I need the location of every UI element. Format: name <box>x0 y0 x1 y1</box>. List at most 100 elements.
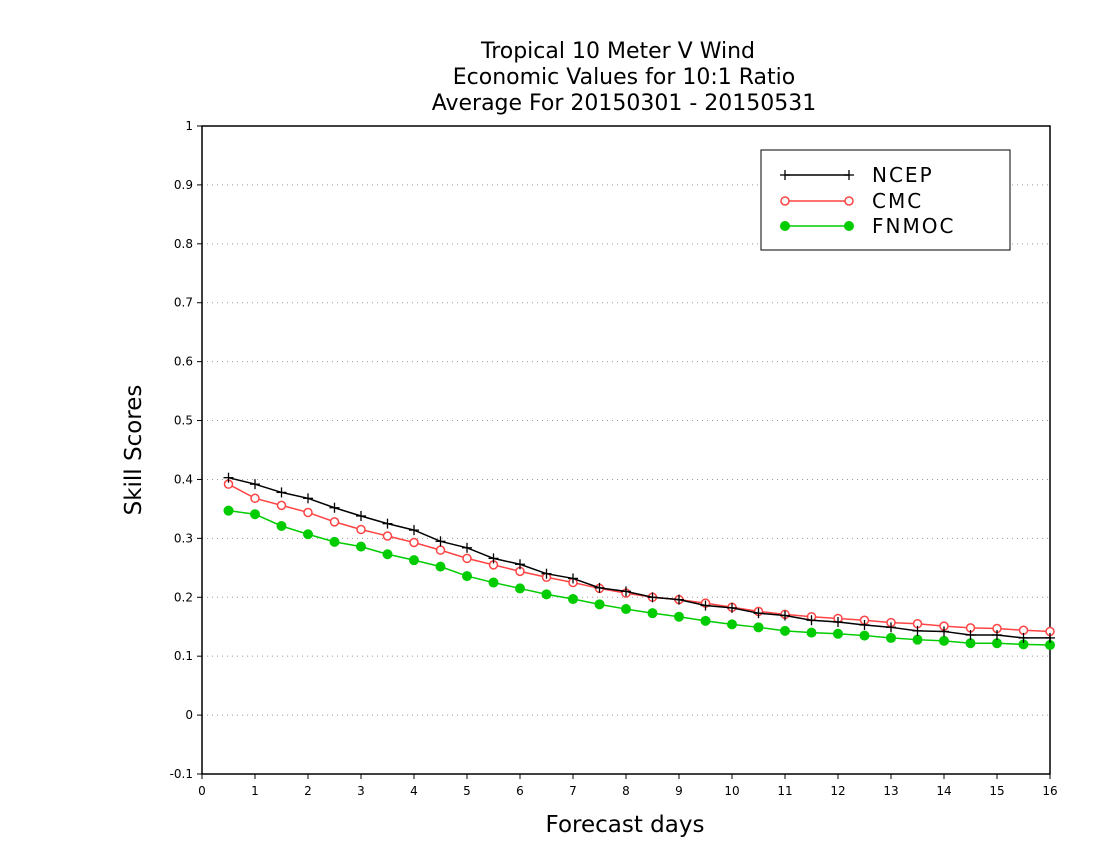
x-tick-label: 15 <box>989 784 1004 798</box>
y-tick-label: 0 <box>185 708 193 722</box>
data-point-fnmoc <box>488 577 499 588</box>
data-point-fnmoc <box>409 555 419 566</box>
data-point-ncep <box>276 487 287 498</box>
data-point-ncep <box>859 619 870 630</box>
legend-marker <box>780 196 790 206</box>
y-tick-label: 0.7 <box>174 296 193 310</box>
x-tick-label: 4 <box>410 784 418 798</box>
data-point-ncep <box>409 525 419 536</box>
data-point-ncep <box>780 610 790 621</box>
x-tick-label: 2 <box>304 784 312 798</box>
x-tick-label: 8 <box>622 784 630 798</box>
title-line-1: Tropical 10 Meter V Wind <box>480 39 755 64</box>
data-point-fnmoc <box>912 634 923 645</box>
data-point-cmc <box>276 500 287 511</box>
series-line-ncep <box>228 476 1050 639</box>
data-point-fnmoc <box>250 509 260 520</box>
y-axis-label: Skill Scores <box>121 385 147 516</box>
data-point-ncep <box>886 622 896 633</box>
x-tick-label: 9 <box>675 784 683 798</box>
data-point-cmc <box>409 537 419 548</box>
legend-marker <box>780 221 790 231</box>
data-point-cmc <box>303 507 313 518</box>
data-point-fnmoc <box>647 608 658 619</box>
data-point-ncep <box>329 502 340 513</box>
data-point-fnmoc <box>594 599 605 610</box>
data-point-ncep <box>700 600 711 611</box>
data-point-ncep <box>647 592 658 603</box>
x-tick-label: 0 <box>198 784 206 798</box>
y-tick-label: -0.1 <box>170 767 193 781</box>
data-point-ncep <box>753 608 764 619</box>
data-point-fnmoc <box>753 622 764 633</box>
data-point-fnmoc <box>727 619 737 630</box>
legend-item-ncep: NCEP <box>780 163 934 187</box>
data-point-ncep <box>939 626 949 637</box>
data-point-ncep <box>594 582 605 593</box>
legend-label: CMC <box>872 189 923 213</box>
data-point-ncep <box>621 586 631 597</box>
data-point-fnmoc <box>833 628 843 639</box>
title-line-2: Economic Values for 10:1 Ratio <box>453 65 795 90</box>
series-line-cmc <box>228 483 1051 633</box>
data-point-fnmoc <box>568 594 578 605</box>
y-tick-label: 0.3 <box>174 531 193 545</box>
x-tick-label: 1 <box>251 784 259 798</box>
series-fnmoc <box>223 505 1055 650</box>
data-point-cmc <box>356 524 366 535</box>
title-line-3: Average For 20150301 - 20150531 <box>432 91 817 116</box>
data-point-ncep <box>912 625 923 636</box>
data-point-fnmoc <box>939 635 949 646</box>
chart-title: Tropical 10 Meter V Wind Economic Values… <box>432 39 817 116</box>
data-point-cmc <box>382 531 393 541</box>
x-tick-label: 7 <box>569 784 577 798</box>
data-point-fnmoc <box>806 627 817 638</box>
series-layer <box>223 472 1055 650</box>
y-tick-label: 1 <box>185 119 193 133</box>
x-axis-label: Forecast days <box>546 812 705 838</box>
data-point-ncep <box>462 542 472 553</box>
data-point-fnmoc <box>700 615 711 626</box>
data-point-fnmoc <box>223 505 234 516</box>
data-point-fnmoc <box>329 536 340 547</box>
legend-box <box>760 149 1011 251</box>
series-cmc <box>223 479 1055 637</box>
data-point-ncep <box>833 617 843 628</box>
x-tick-label: 12 <box>830 784 845 798</box>
data-point-ncep <box>674 594 684 605</box>
y-tick-label: 0.2 <box>174 590 193 604</box>
x-tick-label: 3 <box>357 784 365 798</box>
data-point-ncep <box>223 472 234 483</box>
data-point-cmc <box>435 545 446 555</box>
x-tick-label: 5 <box>463 784 471 798</box>
x-tick-label: 14 <box>936 784 951 798</box>
data-point-ncep <box>992 629 1002 640</box>
data-point-fnmoc <box>435 561 446 572</box>
data-point-ncep <box>488 553 499 564</box>
legend-marker <box>844 221 854 231</box>
legend-label: NCEP <box>872 163 934 187</box>
y-tick-label: 0.4 <box>174 472 193 486</box>
x-tick-label: 6 <box>516 784 524 798</box>
data-point-ncep <box>435 536 446 547</box>
data-point-fnmoc <box>541 589 552 600</box>
data-point-fnmoc <box>276 520 287 531</box>
x-axis: 0 1 2 3 4 5 6 7 8 9 10 11 12 13 14 15 16 <box>198 774 1058 798</box>
data-point-ncep <box>303 493 313 504</box>
data-point-fnmoc <box>621 604 631 615</box>
legend-marker <box>780 170 790 180</box>
y-tick-label: 0.1 <box>174 649 193 663</box>
data-point-ncep <box>382 518 393 529</box>
data-point-ncep <box>515 559 525 570</box>
data-point-cmc <box>250 493 260 504</box>
data-point-fnmoc <box>992 638 1002 649</box>
data-point-fnmoc <box>515 583 525 594</box>
data-point-cmc <box>462 553 472 564</box>
data-point-ncep <box>1045 632 1055 643</box>
gridlines <box>202 184 1050 716</box>
legend-item-cmc: CMC <box>780 189 923 213</box>
data-point-fnmoc <box>356 541 366 552</box>
data-point-ncep <box>965 629 976 640</box>
